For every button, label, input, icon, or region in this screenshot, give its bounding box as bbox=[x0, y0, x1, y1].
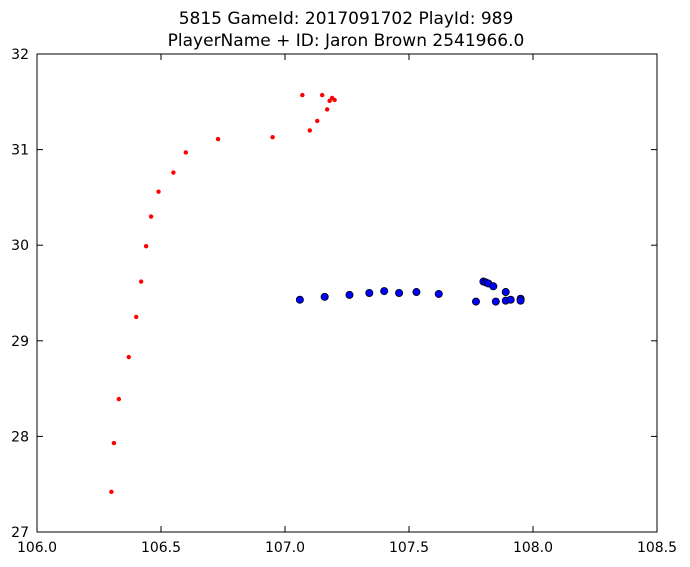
red-data-point bbox=[327, 98, 332, 104]
y-tick-label: 31 bbox=[11, 143, 29, 159]
blue-data-point bbox=[320, 292, 329, 301]
red-data-point bbox=[332, 97, 337, 103]
blue-data-point bbox=[501, 288, 510, 297]
blue-data-point bbox=[516, 296, 525, 305]
red-data-point bbox=[300, 92, 305, 98]
x-tick-label: 108.5 bbox=[637, 540, 677, 556]
y-tick-label: 28 bbox=[11, 429, 29, 445]
chart-title-line-2: PlayerName + ID: Jaron Brown 2541966.0 bbox=[168, 31, 525, 51]
red-data-point bbox=[315, 118, 320, 124]
plot-frame bbox=[36, 53, 658, 533]
red-data-point bbox=[134, 314, 139, 320]
x-tick-label: 107.5 bbox=[389, 540, 429, 556]
blue-data-point bbox=[412, 288, 421, 297]
red-data-point bbox=[320, 92, 325, 98]
blue-data-point bbox=[380, 287, 389, 296]
red-data-point bbox=[143, 243, 149, 249]
plot-area: 106.0 106.5 107.0 107.5 108.0 108.5 27 28 29 30 31… bbox=[11, 47, 677, 556]
x-tick-label: 108.0 bbox=[513, 540, 553, 556]
blue-data-point bbox=[489, 282, 498, 291]
blue-data-point bbox=[434, 289, 443, 298]
red-data-point bbox=[138, 279, 144, 284]
blue-data-point bbox=[395, 288, 404, 297]
blue-data-point bbox=[345, 290, 354, 299]
y-tick-label: 29 bbox=[11, 334, 29, 350]
red-data-point bbox=[111, 440, 117, 446]
x-tick-label: 107.0 bbox=[265, 540, 305, 556]
blue-data-point bbox=[506, 295, 515, 304]
x-tick-label: 106.0 bbox=[17, 540, 57, 556]
y-tick-label: 27 bbox=[11, 525, 29, 541]
red-data-point bbox=[116, 396, 122, 402]
chart-title-line-1: 5815 GameId: 2017091702 PlayId: 989 bbox=[179, 9, 514, 29]
red-data-point bbox=[307, 128, 312, 133]
y-tick-label: 30 bbox=[11, 238, 29, 254]
red-data-point bbox=[126, 354, 131, 360]
red-data-point bbox=[215, 136, 221, 142]
blue-data-point bbox=[471, 297, 480, 306]
blue-data-point bbox=[295, 295, 304, 304]
blue-data-point bbox=[491, 297, 500, 306]
red-data-point bbox=[148, 214, 154, 219]
red-data-point bbox=[270, 134, 275, 140]
red-data-point bbox=[109, 489, 114, 495]
red-data-point bbox=[324, 107, 330, 112]
red-data-point bbox=[171, 170, 176, 175]
y-tick-label: 32 bbox=[11, 47, 29, 63]
blue-data-point bbox=[365, 288, 374, 297]
x-tick-label: 106.5 bbox=[141, 540, 181, 556]
red-data-point bbox=[156, 189, 161, 194]
red-data-point bbox=[183, 150, 188, 155]
